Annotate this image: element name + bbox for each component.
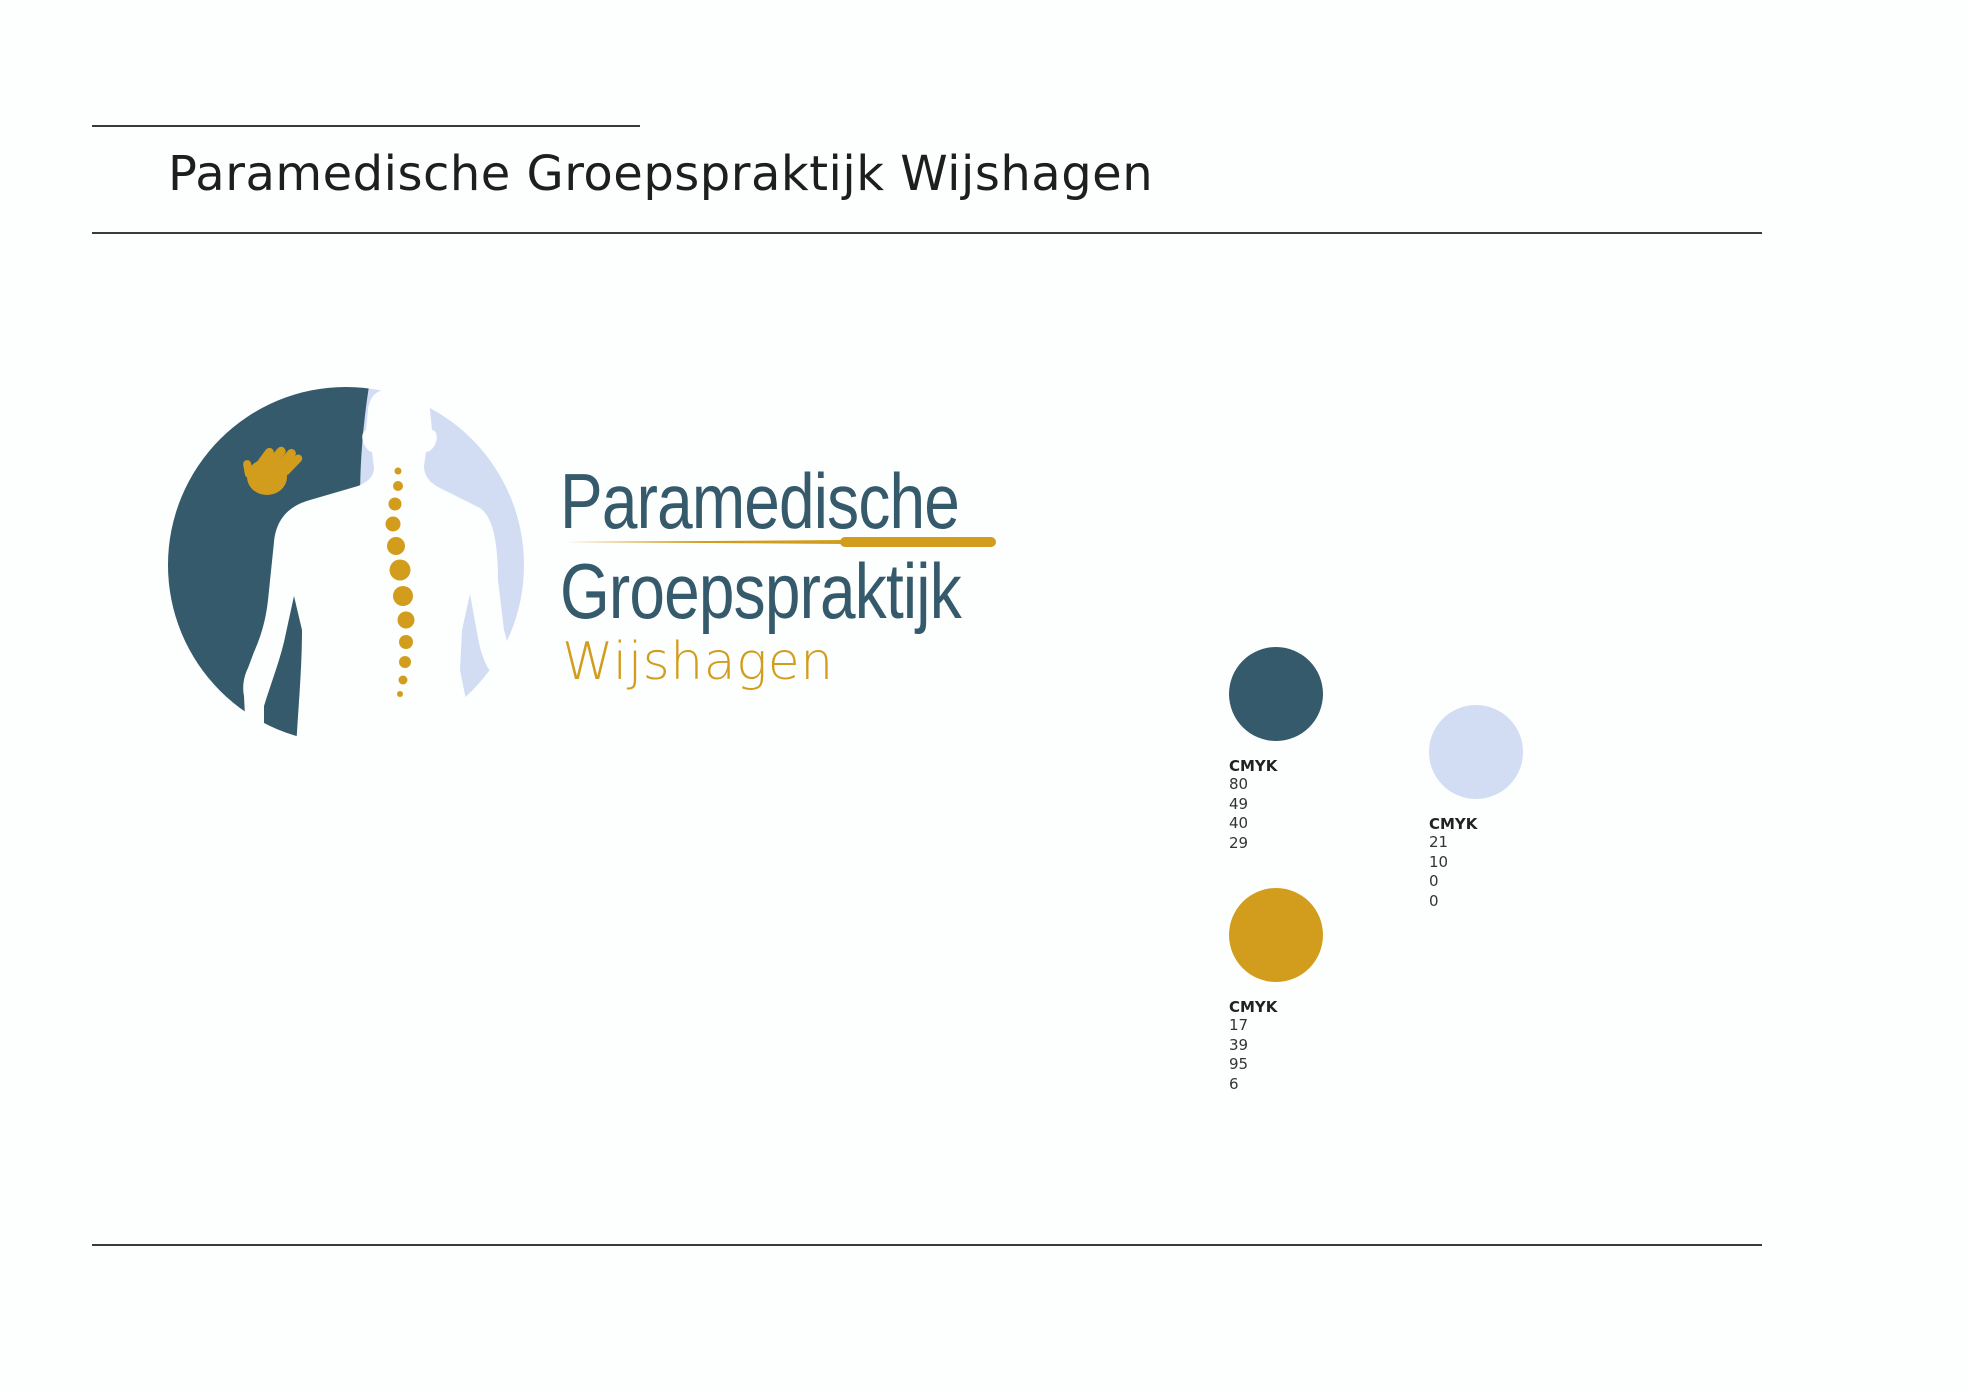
cmyk-c: 80 — [1229, 775, 1249, 793]
cmyk-k: 6 — [1229, 1074, 1239, 1093]
wordmark-line-2: Groepspraktijk — [560, 547, 962, 635]
page-title: Paramedische Groepspraktijk Wijshagen — [168, 146, 1154, 202]
cmyk-k: 0 — [1429, 891, 1439, 910]
spine-body-hand-logo-icon — [168, 387, 524, 760]
cmyk-y: 0 — [1429, 872, 1439, 890]
wordmark-line-3: Wijshagen — [562, 632, 834, 692]
logo-wordmark: Paramedische Groepspraktijk Wijshagen — [560, 380, 1020, 760]
cmyk-label: CMYK — [1229, 998, 1278, 1016]
cmyk-y: 95 — [1229, 1055, 1249, 1073]
footer-rule — [92, 1244, 1762, 1246]
cmyk-m: 49 — [1229, 794, 1249, 813]
cmyk-label: CMYK — [1229, 757, 1278, 775]
color-swatch-dark-blue: CMYK 80 49 40 29 — [1229, 647, 1409, 853]
cmyk-label: CMYK — [1429, 815, 1478, 833]
cmyk-c: 21 — [1429, 833, 1449, 851]
swatch-dot — [1429, 705, 1523, 799]
swatch-dot — [1229, 888, 1323, 982]
cmyk-k: 29 — [1229, 833, 1249, 852]
swatch-dot — [1229, 647, 1323, 741]
color-swatch-light-blue: CMYK 21 10 0 0 — [1429, 705, 1609, 911]
cmyk-m: 39 — [1229, 1035, 1249, 1054]
cmyk-y: 40 — [1229, 814, 1249, 832]
wordmark-line-1: Paramedische — [560, 457, 960, 545]
cmyk-m: 10 — [1429, 852, 1449, 871]
cmyk-c: 17 — [1229, 1016, 1249, 1034]
wordmark-underline — [564, 537, 996, 547]
header-rule-long — [92, 232, 1762, 234]
header-rule-short — [92, 125, 640, 127]
logo: Paramedische Groepspraktijk Wijshagen — [160, 380, 1020, 760]
color-swatch-gold: CMYK 17 39 95 6 — [1229, 888, 1409, 1094]
